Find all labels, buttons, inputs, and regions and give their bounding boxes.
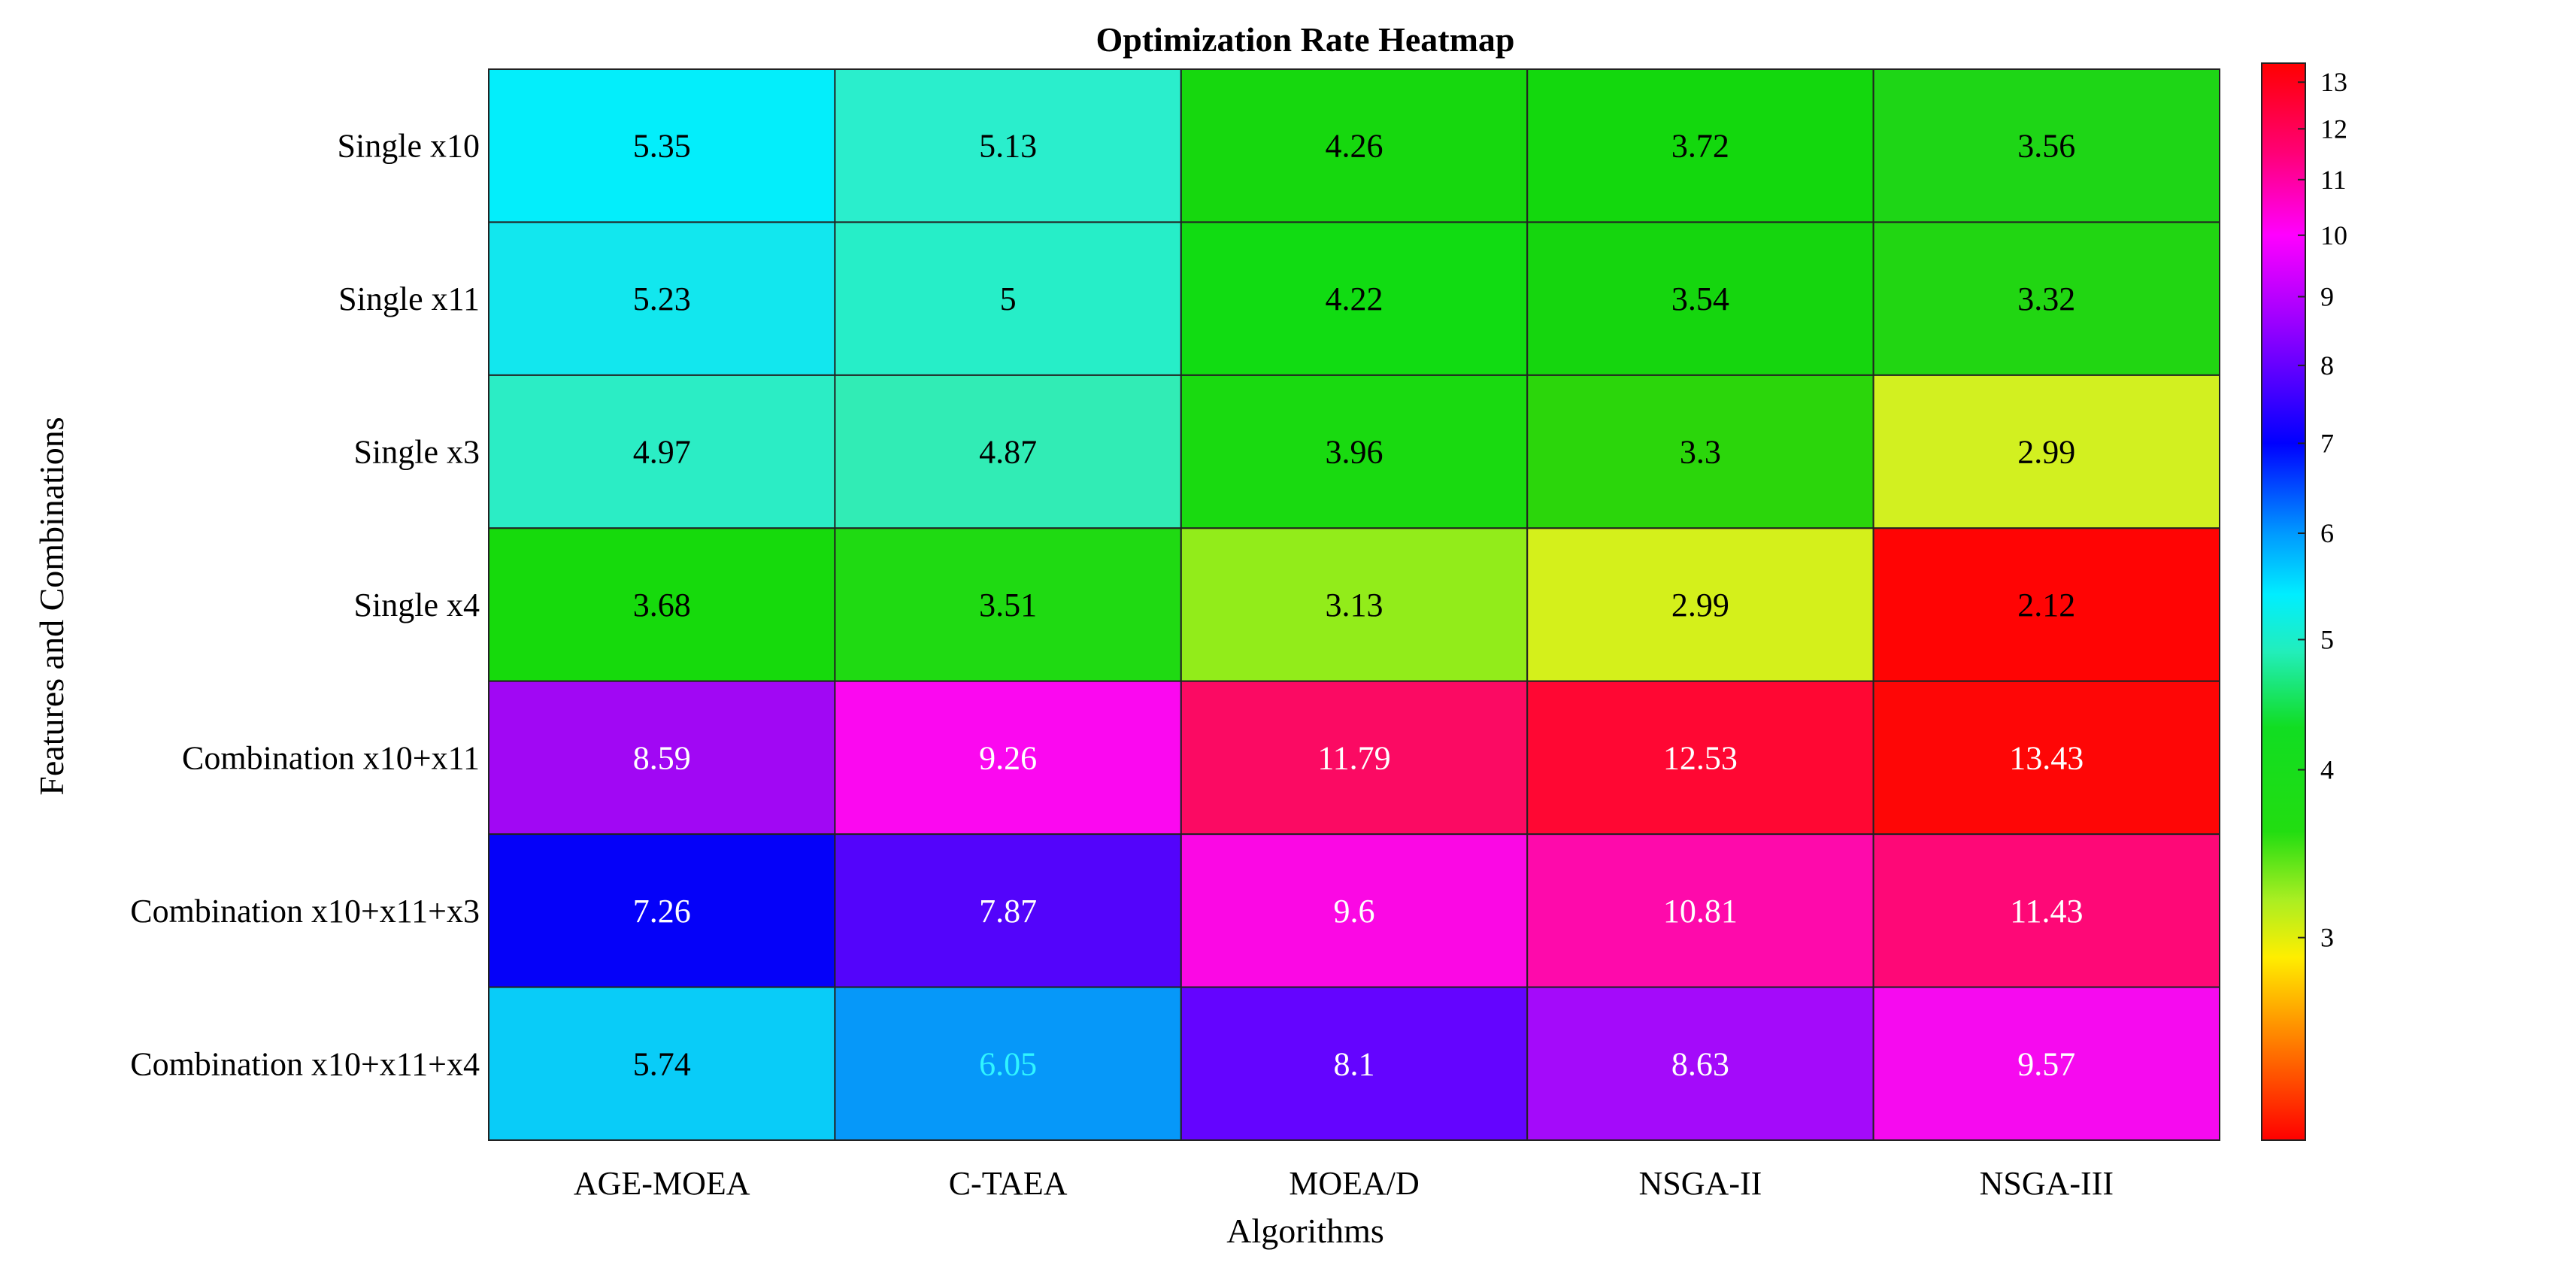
cell-value-label: 5: [1000, 281, 1017, 317]
y-tick-label: Single x3: [354, 434, 480, 471]
colorbar-tick-label: 13: [2320, 67, 2347, 97]
colorbar-tick-label: 7: [2320, 428, 2334, 458]
cell-value-label: 9.57: [2017, 1045, 2075, 1082]
cell-value-label: 3.13: [1326, 587, 1383, 623]
x-tick-label: NSGA-II: [1639, 1165, 1762, 1202]
y-tick-label: Combination x10+x11+x4: [130, 1045, 480, 1082]
y-tick-label: Single x10: [338, 128, 480, 165]
heatmap-cell: [1872, 986, 2221, 1141]
cell-value-label: 3.72: [1671, 128, 1729, 165]
cell-value-label: 4.22: [1326, 281, 1383, 317]
cell-value-label: 7.26: [633, 893, 691, 930]
x-tick-label: AGE-MOEA: [574, 1165, 750, 1202]
cell-value-label: 2.12: [2017, 587, 2075, 623]
heatmap-cell: [834, 833, 1182, 988]
heatmap-cell: [1180, 833, 1529, 988]
heatmap-cell: [1872, 680, 2221, 836]
heatmap-cell: [1526, 68, 1874, 223]
cell-value-label: 3.68: [633, 587, 691, 623]
x-tick-label: NSGA-III: [1980, 1165, 2114, 1202]
cell-value-label: 11.43: [2010, 893, 2083, 930]
cell-value-label: 3.96: [1326, 434, 1383, 471]
cell-value-label: 7.87: [979, 893, 1037, 930]
cell-value-label: 3.3: [1680, 434, 1721, 471]
heatmap-cell-labels: 5.35 5.13 4.26 3.72 3.56 5.23 5 4.22 3.54 3.32 4.9…: [633, 128, 2084, 1083]
cell-value-label: 9.26: [979, 739, 1037, 776]
cell-value-label: 10.81: [1663, 893, 1738, 930]
heatmap-cell: [1526, 986, 1874, 1141]
cell-value-label: 5.35: [633, 128, 691, 165]
colorbar-tick-label: 6: [2320, 518, 2334, 548]
plot-frame: [488, 68, 2220, 1141]
y-tick-label: Single x11: [338, 281, 480, 317]
colorbar: 3 4 5 6 7 8 9 10 11 12 13: [2261, 62, 2347, 1141]
heatmap-cell: [1526, 374, 1874, 529]
heatmap-cell: [488, 680, 836, 836]
heatmap-cell: [1180, 680, 1529, 836]
heatmap-cell: [1872, 68, 2221, 223]
heatmap-cell: [1872, 527, 2221, 682]
cell-value-label: 11.79: [1317, 739, 1390, 776]
heatmap-cell: [1872, 221, 2221, 376]
cell-value-label: 8.63: [1671, 1045, 1729, 1082]
cell-value-label: 2.99: [1671, 587, 1729, 623]
cell-value-label: 5.74: [633, 1045, 691, 1082]
colorbar-tick-label: 10: [2320, 220, 2347, 250]
cell-value-label: 12.53: [1663, 739, 1738, 776]
cell-value-label: 4.26: [1326, 128, 1383, 165]
cell-value-label: 5.13: [979, 128, 1037, 165]
cell-value-label: 5.23: [633, 281, 691, 317]
cell-value-label: 8.59: [633, 739, 691, 776]
colorbar-tick-label: 9: [2320, 281, 2334, 311]
heatmap-cell: [488, 221, 836, 376]
heatmap-cell: [834, 527, 1182, 682]
cell-value-label: 3.56: [2017, 128, 2075, 165]
y-axis-label: Features and Combinations: [32, 417, 71, 795]
y-tick-label: Single x4: [354, 587, 480, 623]
x-tick-label: MOEA/D: [1289, 1165, 1420, 1202]
cell-value-label: 9.6: [1334, 893, 1375, 930]
x-axis-label: Algorithms: [1226, 1212, 1384, 1250]
heatmap-cell: [834, 374, 1182, 529]
colorbar-tick-label: 12: [2320, 114, 2347, 144]
cell-value-label: 2.99: [2017, 434, 2075, 471]
colorbar-bar: [2261, 62, 2306, 1141]
heatmap-cell: [834, 68, 1182, 223]
cell-value-label: 3.32: [2017, 281, 2075, 317]
heatmap-cell: [1180, 374, 1529, 529]
cell-value-label: 13.43: [2009, 739, 2084, 776]
colorbar-tick-label: 11: [2320, 165, 2347, 195]
cell-value-label: 4.97: [633, 434, 691, 471]
colorbar-tick-label: 8: [2320, 350, 2334, 381]
colorbar-tick-label: 4: [2320, 755, 2334, 785]
heatmap-cell: [1180, 221, 1529, 376]
heatmap-cell: [834, 680, 1182, 836]
heatmap-cell: [1872, 374, 2221, 529]
y-tick-labels: Single x10 Single x11 Single x3 Single x4 Co…: [130, 128, 480, 1083]
cell-value-label: 4.87: [979, 434, 1037, 471]
heatmap-cell: [488, 68, 836, 223]
colorbar-tick-label: 5: [2320, 624, 2334, 654]
heatmap-cells: [488, 68, 2221, 1141]
heatmap-cell: [1180, 527, 1529, 682]
cell-value-label: 8.1: [1334, 1045, 1375, 1082]
x-tick-labels: AGE-MOEA C-TAEA MOEA/D NSGA-II NSGA-III: [574, 1165, 2114, 1202]
y-tick-label: Combination x10+x11+x3: [130, 893, 480, 930]
cell-value-label: 3.54: [1671, 281, 1729, 317]
heatmap-cell: [1526, 527, 1874, 682]
cell-value-label: 3.51: [979, 587, 1037, 623]
y-tick-label: Combination x10+x11: [182, 739, 480, 776]
cell-value-label: 6.05: [979, 1045, 1037, 1082]
colorbar-tick-label: 3: [2320, 923, 2334, 953]
chart-title: Optimization Rate Heatmap: [1096, 20, 1514, 59]
heatmap-cell: [1526, 833, 1874, 988]
heatmap-cell: [488, 986, 836, 1141]
x-tick-label: C-TAEA: [949, 1165, 1068, 1202]
